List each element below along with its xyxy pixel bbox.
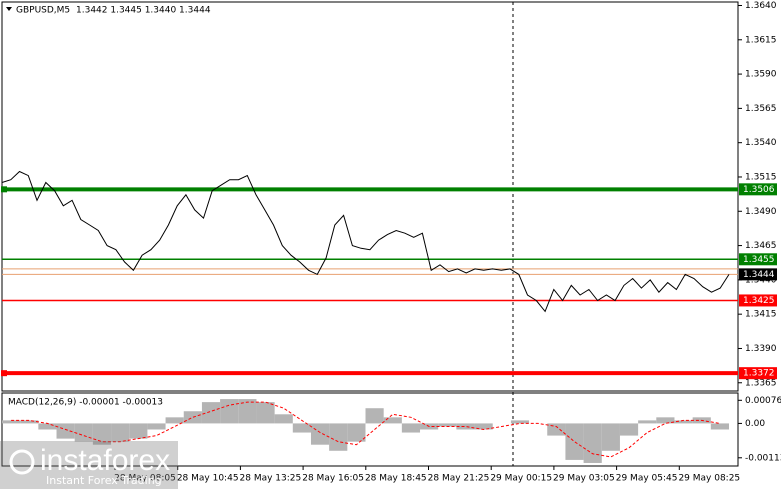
menu-triangle	[6, 7, 12, 11]
watermark-tagline: Instant Forex Trading	[46, 474, 162, 487]
y-tick-label: 1.3615	[745, 35, 777, 45]
macd-bar	[238, 399, 257, 424]
y-tick-label: 0.00076	[745, 396, 781, 406]
level-label: 1.3506	[743, 185, 775, 195]
macd-bar	[129, 423, 148, 439]
macd-bar	[710, 423, 729, 430]
macd-bar	[674, 420, 693, 424]
macd-bar	[547, 423, 566, 436]
level-label-bg	[739, 253, 777, 266]
y-tick-label: 1.3465	[745, 241, 777, 251]
x-tick-label: 29 May 00:15	[490, 474, 552, 484]
current-price-bg	[739, 268, 777, 281]
macd-bar	[438, 423, 457, 427]
macd-bar	[347, 423, 366, 442]
macd-bar	[565, 423, 584, 460]
macd-bar	[656, 417, 675, 424]
macd-bar	[20, 420, 39, 424]
y-tick-label: 1.3415	[745, 310, 777, 320]
macd-bar	[92, 423, 112, 445]
x-tick-label: 28 May 10:45	[177, 474, 239, 484]
x-tick-label: 28 May 21:25	[428, 474, 490, 484]
macd-bar	[147, 423, 166, 430]
x-tick-label: 29 May 08:25	[678, 474, 740, 484]
level-label-bg	[739, 367, 777, 380]
macd-bar	[638, 420, 657, 424]
macd-bar	[383, 417, 402, 424]
y-tick-label: 0.00	[745, 419, 765, 429]
macd-bar	[74, 423, 93, 442]
macd-bar	[601, 423, 620, 451]
macd-title: MACD(12,26,9) -0.00001 -0.00013	[8, 398, 163, 408]
level-label-bg	[739, 294, 777, 307]
macd-bar	[201, 402, 221, 424]
level-marker	[1, 186, 7, 193]
x-tick-label: 28 May 13:25	[240, 474, 302, 484]
macd-bar	[292, 423, 311, 433]
macd-bar	[329, 423, 348, 451]
macd-panel	[1, 392, 739, 467]
y-tick-label: 1.3590	[745, 70, 777, 80]
macd-bar	[401, 423, 421, 433]
watermark-bg	[0, 441, 178, 489]
macd-bar	[274, 414, 293, 424]
y-tick-label: 1.3490	[745, 207, 777, 217]
chart-title: GBPUSD,M5	[16, 6, 70, 16]
y-tick-label: 1.3365	[745, 378, 777, 388]
watermark-brand: instaforex	[40, 444, 170, 477]
signal-line	[11, 401, 720, 458]
macd-bar	[183, 411, 202, 424]
level-label-bg	[739, 183, 777, 196]
macd-bar	[474, 423, 493, 430]
macd-bar	[111, 423, 130, 442]
x-tick-label: 28 May 18:45	[365, 474, 427, 484]
macd-bar	[56, 423, 75, 439]
y-tick-label: 1.3515	[745, 172, 777, 182]
y-tick-label: 1.3565	[745, 104, 777, 114]
y-tick-label: 1.3390	[745, 344, 777, 354]
macd-bar	[619, 423, 639, 436]
watermark-logo	[9, 449, 35, 475]
macd-bar	[220, 399, 239, 424]
macd-bar	[165, 417, 184, 424]
macd-bar	[456, 423, 475, 430]
main-panel	[1, 1, 739, 392]
macd-bar	[510, 420, 530, 424]
x-tick-label: 28 May 08:05	[114, 474, 176, 484]
x-tick-label: 28 May 16:05	[302, 474, 364, 484]
y-tick-label: -0.00113	[745, 453, 781, 463]
macd-bar	[38, 423, 57, 430]
current-price-label: 1.3444	[743, 270, 775, 280]
macd-bar	[310, 423, 330, 445]
y-tick-label: 1.3540	[745, 138, 777, 148]
y-tick-label: 1.3640	[745, 1, 777, 11]
level-label: 1.3455	[743, 255, 775, 265]
level-label: 1.3372	[743, 369, 775, 379]
macd-bar	[365, 408, 384, 424]
price-line-series	[1, 170, 730, 313]
macd-bar	[2, 420, 21, 424]
level-label: 1.3425	[743, 296, 775, 306]
watermark: instaforex Instant Forex Trading	[0, 441, 178, 489]
x-tick-label: 29 May 03:05	[553, 474, 615, 484]
x-tick-label: 29 May 05:45	[616, 474, 678, 484]
ohlc: 1.3442 1.3445 1.3440 1.3444	[76, 6, 211, 16]
level-marker	[1, 370, 7, 377]
macd-bar	[583, 423, 602, 463]
macd-bar	[256, 402, 275, 424]
